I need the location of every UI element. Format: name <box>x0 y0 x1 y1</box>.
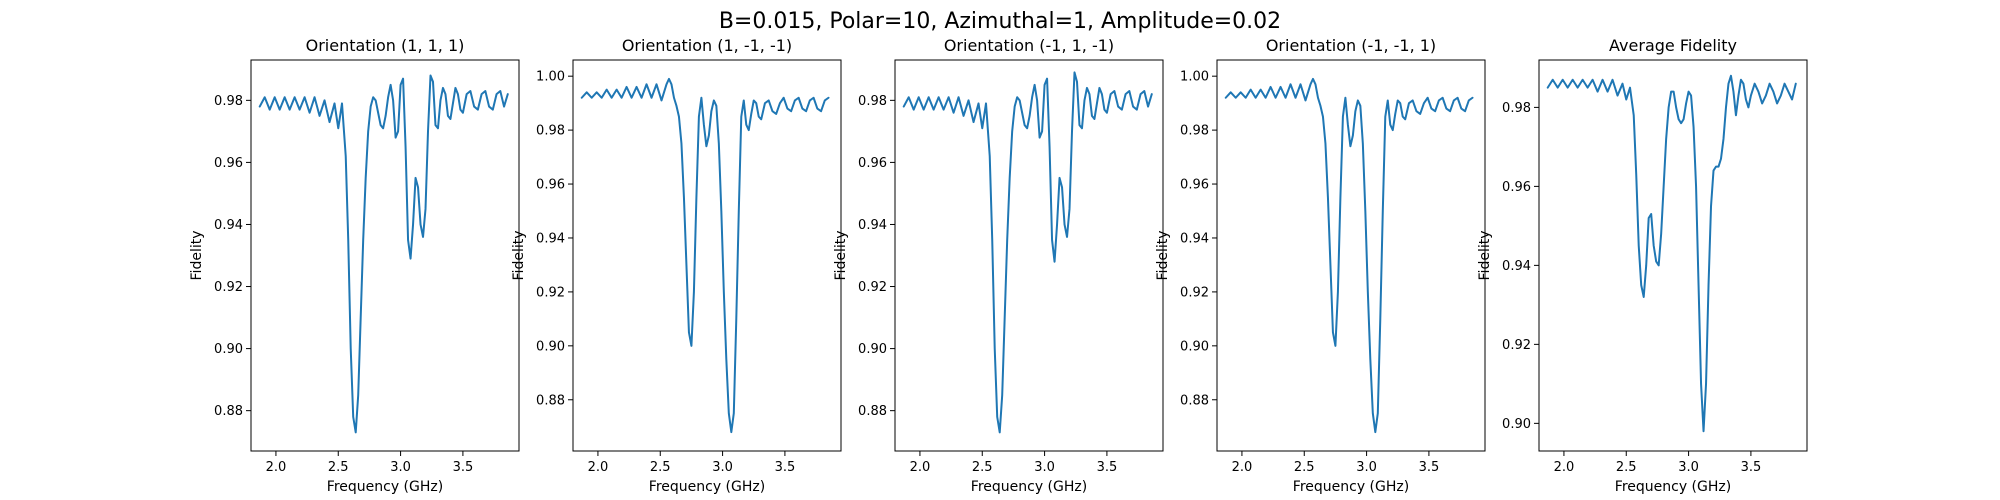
y-tick-label: 0.88 <box>1180 393 1209 408</box>
subplot-2: 2.0 2.5 3.0 3.5 0.88 0.90 0.92 0.94 0.96 0.98 1.00… <box>511 36 842 495</box>
y-tick-label: 0.98 <box>1180 124 1209 139</box>
y-tick-label: 0.96 <box>536 178 565 193</box>
x-axis-label: Frequency (GHz) <box>327 479 443 495</box>
y-tick-label: 0.94 <box>214 218 243 233</box>
y-axis-label: Fidelity <box>1155 231 1171 281</box>
series-line-1 <box>258 74 509 434</box>
y-tick-label: 1.00 <box>536 70 565 85</box>
y-axis-label: Fidelity <box>833 231 849 281</box>
subplot-title: Orientation (-1, -1, 1) <box>1266 36 1436 55</box>
subplot-4: 2.0 2.5 3.0 3.5 0.88 0.90 0.92 0.94 0.96 0.98 1.00… <box>1155 36 1486 495</box>
x-axis-label: Frequency (GHz) <box>649 479 765 495</box>
subplot-title: Average Fidelity <box>1609 36 1737 55</box>
x-tick-label: 2.0 <box>266 460 287 475</box>
y-tick-label: 1.00 <box>1180 70 1209 85</box>
y-tick-label: 0.96 <box>858 156 887 171</box>
series-line-1 <box>580 77 830 434</box>
x-axis-label: Frequency (GHz) <box>1615 479 1731 495</box>
y-tick-label: 0.98 <box>214 94 243 109</box>
x-tick-label: 2.0 <box>1554 460 1575 475</box>
x-tick-label: 3.5 <box>1097 460 1118 475</box>
subplot-3: 2.0 2.5 3.0 3.5 0.88 0.90 0.92 0.94 0.96 0.98 Orie… <box>833 36 1164 495</box>
y-axis-label: Fidelity <box>1477 231 1493 281</box>
axes-frame <box>572 59 842 452</box>
x-tick-label: 3.5 <box>775 460 796 475</box>
y-tick-label: 0.98 <box>536 124 565 139</box>
subplot-panels: 2.0 2.5 3.0 3.5 0.88 0.90 0.92 0.94 0.96 0.98 Orie… <box>189 36 1808 495</box>
axes-frame <box>1538 59 1808 452</box>
y-tick-label: 0.90 <box>858 342 887 357</box>
subplot-title: Orientation (-1, 1, -1) <box>944 36 1114 55</box>
subplot-title: Orientation (1, -1, -1) <box>622 36 792 55</box>
series-line-1 <box>1546 74 1797 433</box>
x-tick-label: 2.0 <box>1232 460 1253 475</box>
y-tick-label: 0.96 <box>1180 178 1209 193</box>
x-tick-label: 3.0 <box>1356 460 1377 475</box>
y-tick-label: 0.94 <box>1502 259 1531 274</box>
y-tick-label: 0.94 <box>536 231 565 246</box>
series-line-1 <box>1224 77 1474 434</box>
axes-frame <box>250 59 520 452</box>
y-tick-label: 0.96 <box>1502 180 1531 195</box>
y-axis-label: Fidelity <box>511 231 527 281</box>
x-tick-label: 2.5 <box>972 460 993 475</box>
y-tick-label: 0.88 <box>214 404 243 419</box>
y-tick-label: 0.92 <box>858 280 887 295</box>
y-tick-label: 0.92 <box>1180 285 1209 300</box>
y-tick-label: 0.98 <box>858 94 887 109</box>
x-tick-label: 3.0 <box>390 460 411 475</box>
y-tick-label: 0.90 <box>1502 417 1531 432</box>
y-tick-label: 0.90 <box>214 342 243 357</box>
axes-frame <box>894 59 1164 452</box>
y-tick-label: 0.96 <box>214 156 243 171</box>
subplot-title: Orientation (1, 1, 1) <box>306 36 465 55</box>
x-tick-label: 3.0 <box>712 460 733 475</box>
y-tick-label: 0.94 <box>1180 231 1209 246</box>
y-tick-label: 0.90 <box>536 339 565 354</box>
y-tick-label: 0.92 <box>536 285 565 300</box>
axes-frame <box>1216 59 1486 452</box>
y-tick-label: 0.90 <box>1180 339 1209 354</box>
subplot-5: 2.0 2.5 3.0 3.5 0.90 0.92 0.94 0.96 0.98 Average … <box>1477 36 1808 495</box>
x-axis-label: Frequency (GHz) <box>1293 479 1409 495</box>
y-tick-label: 0.98 <box>1502 101 1531 116</box>
x-axis-label: Frequency (GHz) <box>971 479 1087 495</box>
x-tick-label: 3.0 <box>1678 460 1699 475</box>
y-tick-label: 0.88 <box>536 393 565 408</box>
x-tick-label: 2.5 <box>1616 460 1637 475</box>
y-axis-label: Fidelity <box>189 231 205 281</box>
y-tick-label: 0.88 <box>858 404 887 419</box>
x-tick-label: 2.5 <box>328 460 349 475</box>
y-tick-label: 0.92 <box>1502 338 1531 353</box>
x-tick-label: 3.0 <box>1034 460 1055 475</box>
y-tick-label: 0.94 <box>858 218 887 233</box>
x-tick-label: 2.0 <box>910 460 931 475</box>
x-tick-label: 2.5 <box>1294 460 1315 475</box>
figure-title: B=0.015, Polar=10, Azimuthal=1, Amplitud… <box>719 9 1281 34</box>
subplot-1: 2.0 2.5 3.0 3.5 0.88 0.90 0.92 0.94 0.96 0.98 Orie… <box>189 36 520 495</box>
x-tick-label: 3.5 <box>1419 460 1440 475</box>
x-tick-label: 3.5 <box>1741 460 1762 475</box>
x-tick-label: 2.0 <box>588 460 609 475</box>
y-tick-label: 0.92 <box>214 280 243 295</box>
x-tick-label: 2.5 <box>650 460 671 475</box>
x-tick-label: 3.5 <box>453 460 474 475</box>
series-line-1 <box>902 71 1153 434</box>
